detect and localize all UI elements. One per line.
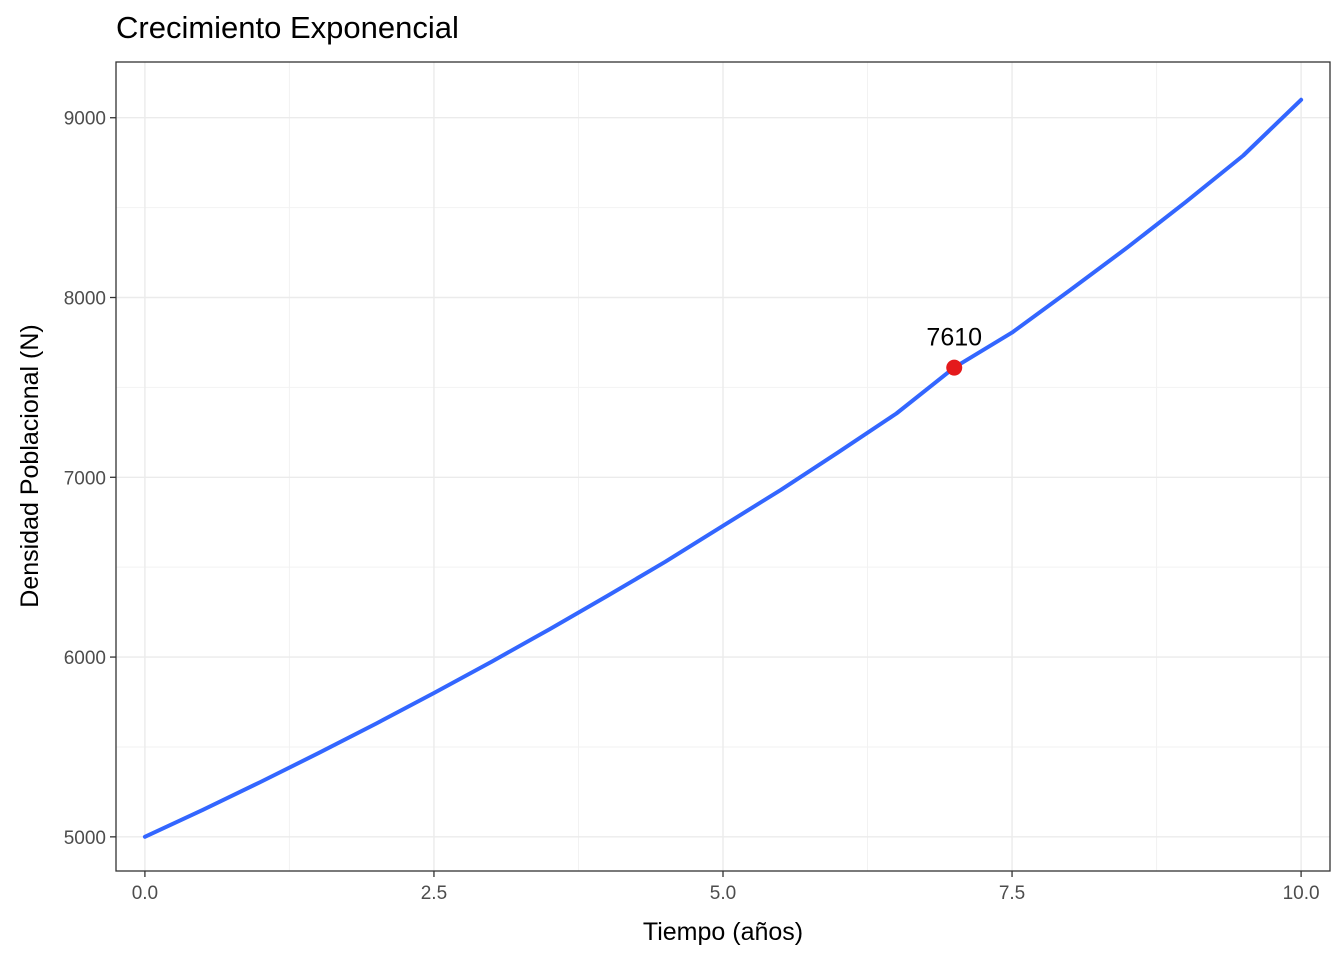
y-tick-label: 8000 <box>64 289 106 310</box>
highlight-label: 7610 <box>926 324 982 352</box>
x-tick-label: 7.5 <box>999 883 1025 904</box>
y-axis-title: Densidad Poblacional (N) <box>16 324 44 607</box>
highlight-point <box>946 359 963 376</box>
y-tick-label: 7000 <box>64 468 106 489</box>
highlight-layer: 7610 <box>926 324 982 376</box>
y-tick-label: 5000 <box>64 828 106 849</box>
axis-ticks: 0.0 2.5 5.0 7.5 10.0 5000 6000 7000 8000 9000 <box>64 109 1320 904</box>
chart-title: Crecimiento Exponencial <box>116 10 459 45</box>
x-axis-title: Tiempo (años) <box>643 918 803 946</box>
x-tick-label: 5.0 <box>710 883 736 904</box>
series-line <box>142 97 1304 839</box>
x-tick-label: 2.5 <box>421 883 447 904</box>
x-tick-label: 0.0 <box>132 883 158 904</box>
series-layer <box>142 97 1304 839</box>
major-gridlines <box>116 62 1330 871</box>
x-tick-label: 10.0 <box>1283 883 1320 904</box>
y-tick-label: 9000 <box>64 109 106 130</box>
y-tick-label: 6000 <box>64 648 106 669</box>
